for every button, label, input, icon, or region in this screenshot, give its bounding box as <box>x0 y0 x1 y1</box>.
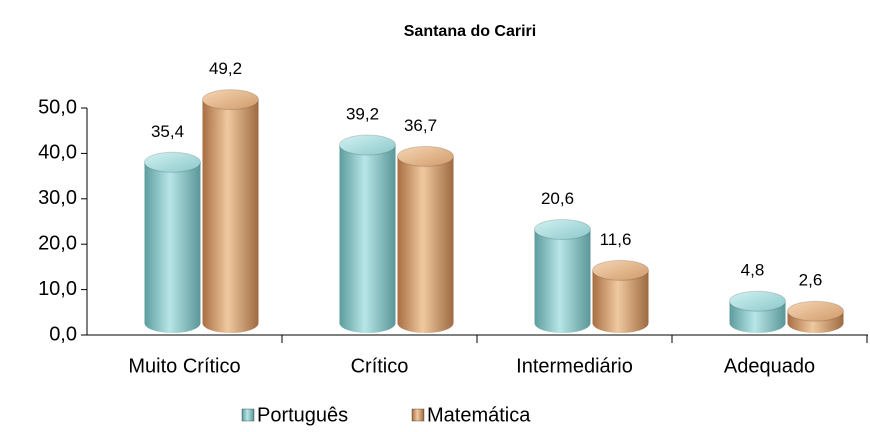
cylinder-top <box>202 89 259 111</box>
chart-title: Santana do Cariri <box>404 23 536 40</box>
cylinder-top <box>397 145 454 167</box>
cylinder-top <box>787 300 844 322</box>
cylinder-top <box>534 218 591 240</box>
y-tick-label: 40,0 <box>38 142 77 164</box>
cylinder <box>202 99 259 333</box>
value-label: 39,2 <box>346 105 379 124</box>
cylinder <box>592 270 649 333</box>
value-label: 11,6 <box>600 230 632 249</box>
cylinder <box>144 162 201 333</box>
legend-swatch <box>241 408 255 422</box>
y-tick-label: 50,0 <box>38 96 77 118</box>
x-tick-label: Intermediário <box>516 355 633 377</box>
cylinder-top <box>144 151 201 173</box>
cylinder-top <box>592 259 649 281</box>
cylinder-top <box>339 134 396 156</box>
legend-label: Matemática <box>427 404 531 426</box>
y-tick-label: 10,0 <box>38 278 77 300</box>
value-label: 20,6 <box>541 189 574 208</box>
x-tick-label: Muito Crítico <box>128 355 240 377</box>
cylinder <box>339 145 396 333</box>
legend-swatch <box>411 408 425 422</box>
x-tick-label: Crítico <box>351 355 409 377</box>
y-tick-label: 20,0 <box>38 232 77 254</box>
x-tick-label: Adequado <box>724 355 815 377</box>
value-label: 49,2 <box>209 59 242 78</box>
cylinder <box>534 229 591 333</box>
cylinder <box>397 156 454 333</box>
y-tick-label: 0,0 <box>49 323 77 345</box>
value-label: 2,6 <box>799 271 823 290</box>
value-label: 4,8 <box>741 261 765 280</box>
value-label: 36,7 <box>404 116 437 135</box>
legend-label: Português <box>257 404 348 426</box>
cylinder-top <box>729 290 786 312</box>
y-tick-label: 30,0 <box>38 187 77 209</box>
value-label: 35,4 <box>151 122 184 141</box>
